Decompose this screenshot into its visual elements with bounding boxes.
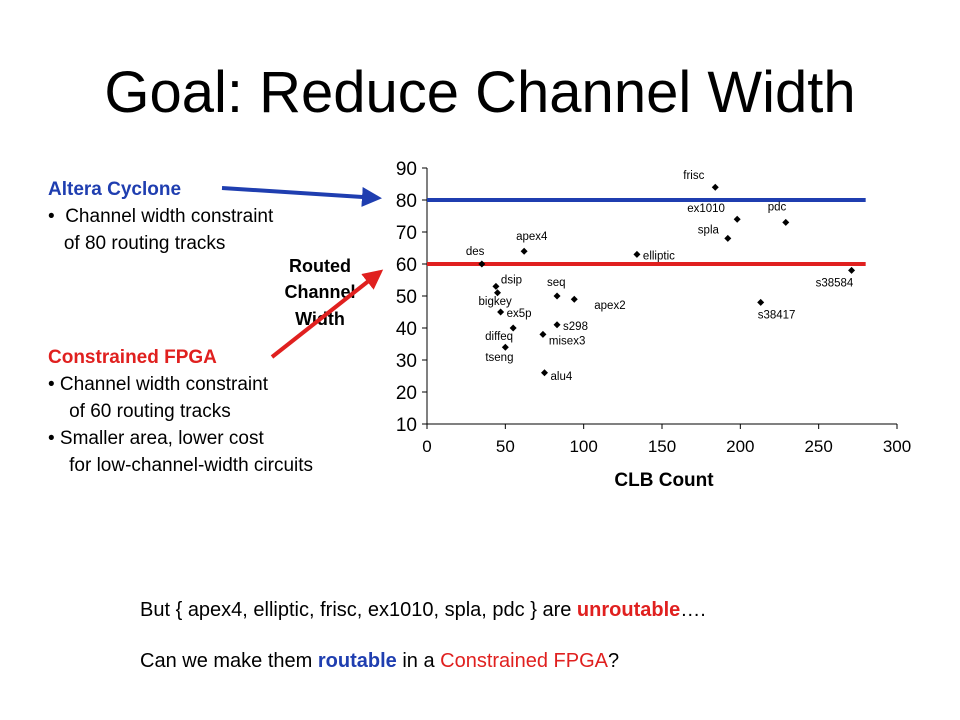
point-label: pdc xyxy=(768,201,787,213)
point-label: spla xyxy=(698,224,720,236)
point-label: des xyxy=(466,246,485,258)
data-point xyxy=(494,289,501,297)
point-label: s298 xyxy=(563,321,588,333)
data-point xyxy=(848,266,856,274)
altera-heading: Altera Cyclone xyxy=(48,179,182,200)
point-label: diffeq xyxy=(485,331,513,343)
point-label: frisc xyxy=(683,170,704,182)
x-tick-label: 150 xyxy=(648,437,676,456)
point-label: misex3 xyxy=(549,335,585,347)
data-point xyxy=(711,183,719,191)
y-tick-label: 70 xyxy=(396,223,417,244)
x-tick-label: 50 xyxy=(496,437,515,456)
data-point xyxy=(757,298,765,306)
y-tick-label: 20 xyxy=(396,383,417,404)
point-label: bigkey xyxy=(479,296,512,308)
point-label: seq xyxy=(547,277,566,289)
data-point xyxy=(520,247,528,255)
question-mid: in a xyxy=(396,650,441,672)
unroutable-statement: But { apex4, elliptic, frisc, ex1010, sp… xyxy=(140,597,706,623)
point-label: s38417 xyxy=(758,309,796,321)
x-tick-label: 250 xyxy=(804,437,832,456)
x-tick-label: 0 xyxy=(422,437,431,456)
constrained-heading: Constrained FPGA xyxy=(48,347,217,368)
altera-bullet-1: • Channel width constraint xyxy=(48,206,274,227)
constrained-bullet-1: • Channel width constraint xyxy=(48,374,268,395)
constrained-bullet-3: • Smaller area, lower cost xyxy=(48,428,264,449)
point-label: apex4 xyxy=(516,231,548,243)
point-label: ex5p xyxy=(507,308,532,320)
y-tick-label: 60 xyxy=(396,255,417,276)
data-point xyxy=(633,250,641,258)
constrained-bullet-2: of 60 routing tracks xyxy=(48,401,231,422)
x-tick-label: 100 xyxy=(569,437,597,456)
point-label: elliptic xyxy=(643,250,675,262)
svg-text:Channel: Channel xyxy=(284,282,355,302)
data-point xyxy=(478,260,486,268)
data-point xyxy=(509,324,517,332)
x-tick-label: 300 xyxy=(883,437,911,456)
constrained-fpga-term: Constrained FPGA xyxy=(440,650,608,672)
point-label: tseng xyxy=(485,352,513,364)
unroutable-word: unroutable xyxy=(576,599,681,621)
slide-title: Goal: Reduce Channel Width xyxy=(104,60,856,125)
point-label: dsip xyxy=(501,274,522,286)
point-label: s38584 xyxy=(816,277,854,289)
data-point xyxy=(782,218,790,226)
constrained-bullet-4: for low-channel-width circuits xyxy=(48,455,314,476)
y-tick-label: 30 xyxy=(396,351,417,372)
statement-suffix: …. xyxy=(680,599,706,621)
question-prefix: Can we make them xyxy=(140,650,318,672)
data-point xyxy=(570,295,578,303)
data-point xyxy=(539,330,547,338)
data-point xyxy=(492,282,500,290)
statement-prefix: But { apex4, elliptic, frisc, ex1010, sp… xyxy=(140,599,577,621)
point-label: apex2 xyxy=(594,300,625,312)
data-point xyxy=(553,292,561,300)
point-label: alu4 xyxy=(551,371,573,383)
y-tick-label: 10 xyxy=(396,415,417,436)
data-point xyxy=(497,308,505,316)
question-suffix: ? xyxy=(607,650,620,672)
altera-bullet-2: of 80 routing tracks xyxy=(48,233,226,254)
routable-word: routable xyxy=(317,650,397,672)
x-tick-label: 200 xyxy=(726,437,754,456)
constrained-callout: Constrained FPGA • Channel width constra… xyxy=(48,344,313,479)
data-point xyxy=(541,369,548,377)
data-point xyxy=(501,343,509,351)
altera-callout: Altera Cyclone • Channel width constrain… xyxy=(48,176,273,257)
y-tick-label: 40 xyxy=(396,319,417,340)
svg-text:Routed: Routed xyxy=(289,256,351,276)
constrained-arrow xyxy=(270,269,384,359)
data-point xyxy=(553,321,561,329)
data-point xyxy=(724,234,732,242)
y-tick-label: 80 xyxy=(396,191,417,212)
y-tick-label: 90 xyxy=(396,159,417,180)
routable-question: Can we make them routable in a Constrain… xyxy=(140,648,619,674)
y-tick-label: 50 xyxy=(396,287,417,308)
x-axis-title: CLB Count xyxy=(614,470,714,491)
altera-arrow xyxy=(221,186,382,207)
data-point xyxy=(733,215,741,223)
point-label: ex1010 xyxy=(687,203,725,215)
